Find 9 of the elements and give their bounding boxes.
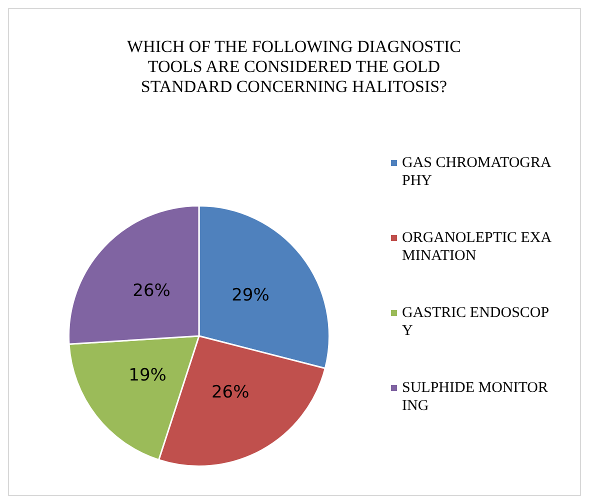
data-label: 19% — [128, 365, 166, 386]
legend-label: ORGANOLEPTIC EXAMINATION — [402, 229, 552, 265]
data-label: 26% — [211, 382, 250, 402]
data-label: 26% — [132, 280, 170, 301]
legend-label: GASTRIC ENDOSCOPY — [402, 304, 550, 340]
legend-label: SULPHIDE MONITORING — [402, 379, 549, 415]
legend-label: GAS CHROMATOGRAPHY — [402, 154, 552, 190]
data-label: 29% — [232, 286, 270, 306]
chart-title: WHICH OF THE FOLLOWING DIAGNOSTIC TOOLS ARE CONSIDERED THE GOLD STANDARD CONCERNING HALITOSIS? — [126, 37, 462, 97]
